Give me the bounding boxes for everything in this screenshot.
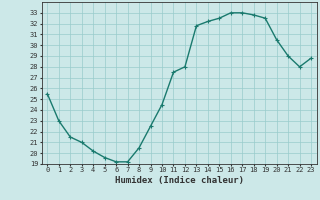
X-axis label: Humidex (Indice chaleur): Humidex (Indice chaleur): [115, 176, 244, 185]
